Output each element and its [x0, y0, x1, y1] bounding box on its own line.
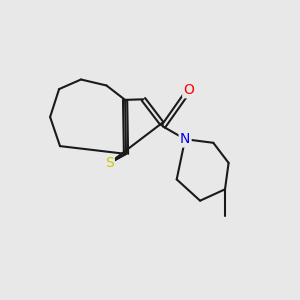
- Text: N: N: [180, 132, 190, 146]
- Text: S: S: [105, 156, 114, 170]
- Text: O: O: [184, 83, 194, 97]
